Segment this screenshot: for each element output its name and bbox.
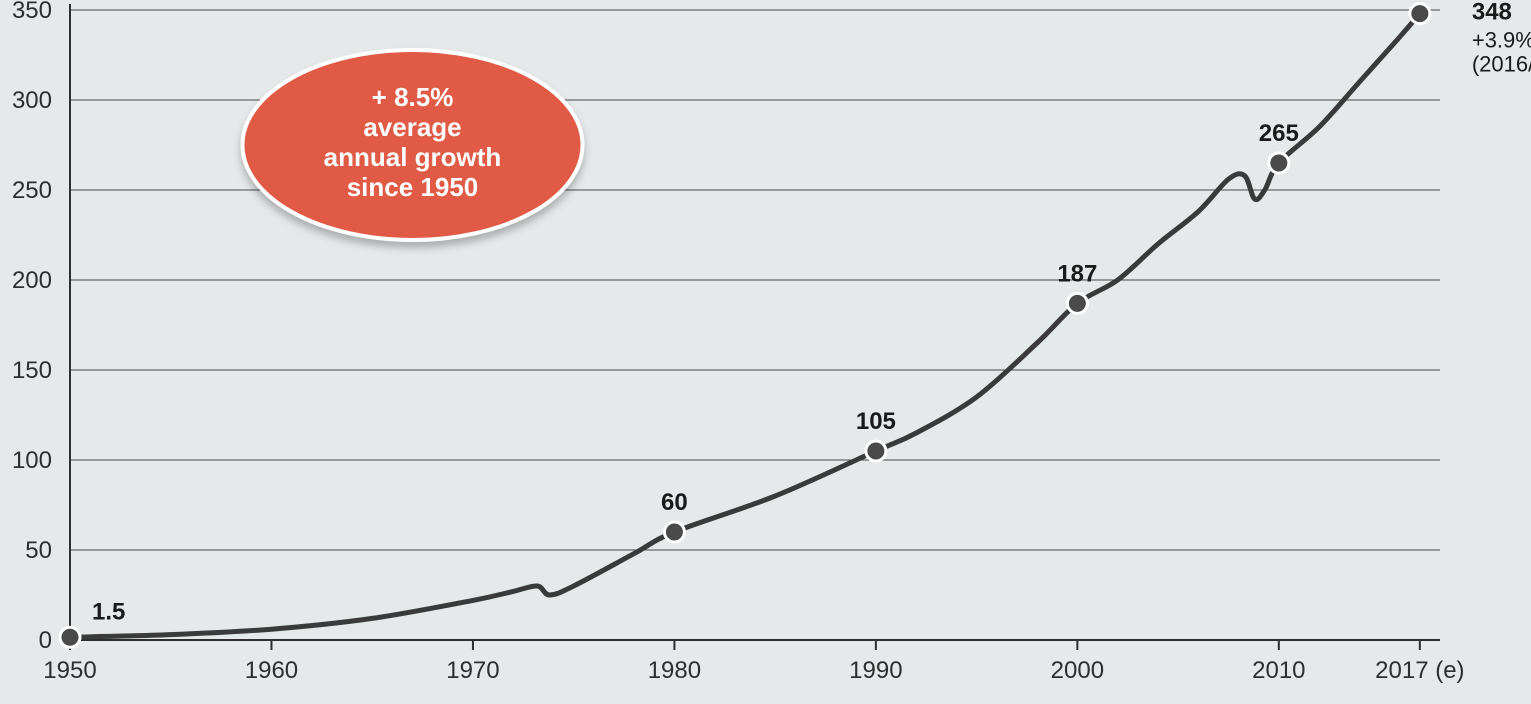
data-marker <box>664 522 684 542</box>
y-tick-label: 250 <box>12 177 52 204</box>
y-tick-label: 300 <box>12 87 52 114</box>
y-tick-label: 50 <box>25 537 52 564</box>
callout-text-line: since 1950 <box>347 172 479 202</box>
final-sublabel-line: +3.9% <box>1472 28 1531 53</box>
callout-text-line: average <box>363 112 461 142</box>
x-tick-label: 1960 <box>245 657 298 684</box>
y-tick-label: 350 <box>12 0 52 24</box>
x-tick-label: 1980 <box>648 657 701 684</box>
x-tick-label: 1990 <box>849 657 902 684</box>
x-tick-label: 2017 (e) <box>1375 657 1464 684</box>
y-tick-label: 100 <box>12 447 52 474</box>
callout-text-line: annual growth <box>324 142 502 172</box>
y-tick-label: 0 <box>39 627 52 654</box>
growth-chart: 0 50 100 150 200 250 300 350 1950 1960 1970 1980 199… <box>0 0 1531 704</box>
data-marker <box>1269 153 1289 173</box>
x-tick-label: 1950 <box>43 657 96 684</box>
data-label: 105 <box>856 408 896 435</box>
x-tick-label: 2000 <box>1051 657 1104 684</box>
data-marker <box>866 441 886 461</box>
final-sublabel-line: (2016/17) <box>1472 52 1531 77</box>
data-label: 1.5 <box>92 598 125 625</box>
x-tick-label: 1970 <box>446 657 499 684</box>
data-label: 265 <box>1259 120 1299 147</box>
y-tick-label: 150 <box>12 357 52 384</box>
chart-svg: 0 50 100 150 200 250 300 350 1950 1960 1970 1980 199… <box>0 0 1531 704</box>
data-marker <box>60 627 80 647</box>
x-tick-label: 2010 <box>1252 657 1305 684</box>
data-marker <box>1410 4 1430 24</box>
data-label: 348 <box>1472 0 1512 26</box>
data-label: 187 <box>1057 260 1097 287</box>
callout-text-line: + 8.5% <box>372 82 454 112</box>
y-tick-label: 200 <box>12 267 52 294</box>
data-marker <box>1067 293 1087 313</box>
chart-background <box>0 0 1531 704</box>
data-label: 60 <box>661 489 688 516</box>
